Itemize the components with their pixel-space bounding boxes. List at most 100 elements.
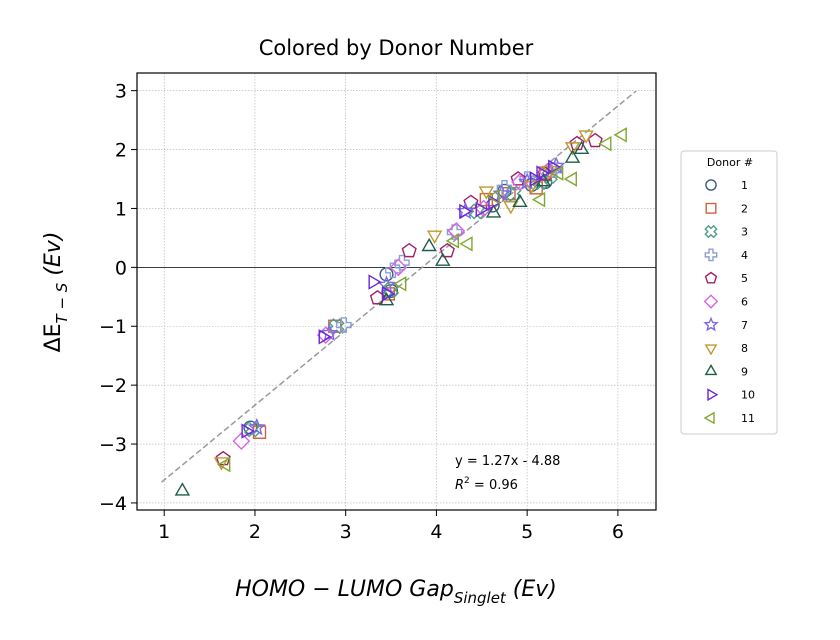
x-tick-label: 3 [340, 521, 352, 543]
y-tick-label: 2 [115, 140, 127, 162]
data-point-donor-6 [389, 258, 408, 277]
data-point-donor-10 [529, 171, 544, 187]
data-point-donor-10 [548, 159, 562, 175]
legend-label-7: 7 [741, 319, 748, 332]
y-tick-label: −1 [99, 316, 127, 338]
x-axis-ticks: 1 2 3 4 5 6 [158, 510, 624, 543]
legend-marker-1 [705, 179, 717, 191]
legend-label-8: 8 [741, 342, 748, 355]
legend-label-4: 4 [741, 249, 748, 262]
data-point-donor-11 [531, 191, 546, 208]
chart-title: Colored by Donor Number [259, 36, 534, 60]
data-point-donor-1 [243, 420, 258, 435]
x-axis-label: HOMO − LUMO GapSinglet (Ev) [235, 577, 557, 607]
data-point-donor-4 [519, 171, 535, 187]
data-point-donor-11 [598, 135, 612, 152]
data-point-donor-8 [578, 130, 594, 144]
legend-box [680, 150, 778, 435]
y-tick-label: −4 [99, 493, 127, 515]
x-tick-label: 6 [612, 521, 624, 543]
data-point-donor-9 [421, 237, 437, 252]
data-point-donor-11 [217, 456, 231, 473]
data-point-donor-4 [496, 180, 513, 196]
data-point-donor-4 [546, 162, 563, 179]
data-point-donor-8 [213, 457, 230, 471]
x-tick-label: 2 [249, 521, 261, 543]
data-point-donor-10 [536, 165, 550, 181]
legend-marker-5 [704, 271, 718, 284]
data-point-donor-6 [316, 326, 335, 344]
data-point-donor-5 [401, 242, 417, 258]
r-squared-annotation: R2 = 0.96 [455, 476, 518, 493]
data-point-donor-9 [485, 204, 502, 218]
data-point-donor-11 [486, 188, 500, 205]
legend-marker-4 [704, 248, 718, 262]
legend-label-11: 11 [741, 412, 755, 425]
data-point-donor-7 [247, 417, 266, 436]
y-tick-label: 1 [115, 198, 127, 220]
legend-marker-3 [704, 224, 718, 239]
legend: Donor # 1 2 3 4 5 6 7 8 9 10 11 [680, 150, 778, 435]
data-point-donor-10 [318, 329, 332, 345]
data-point-donor-10 [382, 286, 396, 302]
legend-label-9: 9 [741, 365, 748, 378]
data-point-donor-11 [613, 127, 627, 143]
data-point-donor-9 [174, 482, 191, 496]
data-point-donor-4 [446, 224, 463, 240]
data-point-donor-5 [439, 242, 455, 258]
data-point-donor-10 [368, 274, 382, 290]
legend-items: 1 2 3 4 5 6 7 8 9 10 11 [703, 179, 755, 425]
legend-label-3: 3 [741, 226, 748, 239]
legend-marker-6 [703, 294, 719, 309]
legend-marker-9 [704, 364, 718, 376]
data-point-donor-11 [393, 276, 407, 292]
legend-label-1: 1 [741, 179, 748, 192]
x-tick-label: 1 [158, 521, 170, 543]
plot-frame [136, 72, 657, 511]
data-point-donor-10 [241, 423, 255, 439]
data-point-donor-11 [445, 233, 460, 249]
y-axis-label: ΔET − S (Ev) [41, 232, 71, 353]
legend-title: Donor # [707, 156, 753, 169]
data-point-donor-9 [512, 193, 528, 208]
data-point-donor-5 [510, 171, 526, 186]
data-point-donor-6 [232, 432, 251, 450]
data-point-donor-8 [426, 230, 443, 244]
data-point-donor-11 [550, 165, 564, 181]
data-point-donor-10 [475, 201, 489, 218]
data-point-donor-8 [523, 180, 540, 194]
data-point-donor-8 [478, 186, 495, 200]
legend-label-6: 6 [741, 296, 748, 309]
data-point-donor-9 [573, 140, 590, 155]
legend-marker-10 [707, 388, 719, 402]
y-tick-label: 3 [115, 81, 127, 103]
data-point-donor-10 [488, 194, 502, 211]
legend-marker-11 [703, 411, 715, 425]
y-tick-label: −2 [99, 375, 127, 397]
legend-label-5: 5 [741, 272, 748, 285]
data-point-donor-11 [563, 171, 577, 187]
data-points [174, 127, 627, 496]
legend-label-2: 2 [741, 202, 748, 215]
data-point-donor-8 [503, 201, 519, 215]
y-tick-label: −3 [99, 434, 127, 456]
data-point-donor-4 [385, 262, 401, 279]
y-tick-label: 0 [115, 257, 127, 279]
legend-marker-2 [705, 202, 717, 214]
x-tick-label: 5 [521, 521, 533, 543]
data-point-donor-6 [447, 221, 466, 240]
data-point-donor-8 [564, 142, 581, 156]
data-point-donor-10 [459, 203, 473, 220]
data-point-donor-11 [459, 236, 473, 252]
x-tick-label: 4 [430, 521, 442, 543]
y-axis-ticks: −4 −3 −2 −1 0 1 2 3 [99, 81, 137, 515]
legend-marker-8 [704, 344, 718, 356]
data-point-donor-9 [564, 149, 581, 163]
legend-marker-7 [703, 316, 719, 332]
data-point-donor-5 [215, 450, 231, 466]
legend-label-10: 10 [741, 389, 755, 402]
equation-annotation: y = 1.27x - 4.88 [455, 454, 560, 469]
data-point-donor-4 [336, 317, 352, 333]
data-point-donor-9 [435, 252, 451, 266]
